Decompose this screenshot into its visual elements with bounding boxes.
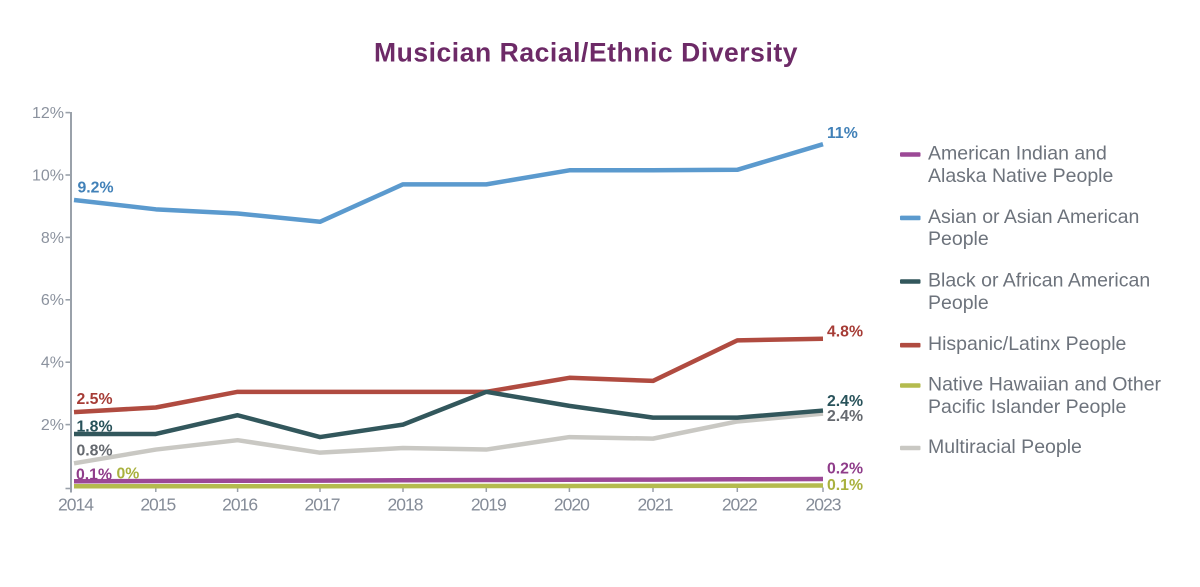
svg-text:Musician Racial/Ethnic Diversi: Musician Racial/Ethnic Diversity	[374, 38, 798, 68]
svg-text:9.2%: 9.2%	[78, 180, 114, 197]
svg-text:0.8%: 0.8%	[77, 442, 113, 459]
svg-text:2018: 2018	[388, 495, 423, 515]
svg-text:0.1%: 0.1%	[76, 466, 112, 483]
svg-text:2014: 2014	[58, 495, 94, 515]
svg-text:12%: 12%	[32, 105, 64, 122]
svg-text:2020: 2020	[554, 495, 590, 515]
svg-text:2019: 2019	[471, 495, 506, 515]
svg-text:2016: 2016	[222, 495, 257, 515]
svg-text:2021: 2021	[638, 495, 673, 515]
svg-text:2015: 2015	[140, 495, 175, 515]
svg-text:2.5%: 2.5%	[77, 391, 113, 408]
svg-text:Native Hawaiian and Other: Native Hawaiian and Other	[928, 374, 1162, 396]
svg-text:2%: 2%	[41, 417, 64, 434]
svg-text:4%: 4%	[41, 355, 64, 372]
svg-text:2023: 2023	[806, 495, 841, 515]
svg-text:2.4%: 2.4%	[827, 393, 863, 410]
svg-text:0.1%: 0.1%	[827, 477, 863, 494]
svg-text:0%: 0%	[117, 465, 140, 482]
svg-text:10%: 10%	[32, 167, 64, 184]
svg-text:1.8%: 1.8%	[77, 418, 113, 435]
svg-text:2.4%: 2.4%	[827, 408, 863, 425]
svg-text:People: People	[928, 292, 989, 314]
svg-text:Multiracial People: Multiracial People	[928, 436, 1082, 458]
svg-text:2017: 2017	[305, 495, 340, 515]
svg-text:8%: 8%	[41, 230, 64, 247]
svg-text:Hispanic/Latinx People: Hispanic/Latinx People	[928, 333, 1126, 355]
svg-text:4.8%: 4.8%	[827, 323, 863, 340]
svg-text:11%: 11%	[827, 125, 858, 142]
svg-text:Alaska Native People: Alaska Native People	[928, 165, 1113, 187]
svg-text:Black or African American: Black or African American	[928, 270, 1150, 292]
svg-text:2022: 2022	[722, 495, 757, 515]
svg-text:American Indian and: American Indian and	[928, 143, 1107, 165]
svg-text:Asian or Asian American: Asian or Asian American	[928, 206, 1139, 228]
svg-text:6%: 6%	[41, 292, 64, 309]
svg-text:People: People	[928, 228, 989, 250]
svg-text:0.2%: 0.2%	[827, 460, 863, 477]
svg-text:Pacific Islander People: Pacific Islander People	[928, 396, 1126, 418]
